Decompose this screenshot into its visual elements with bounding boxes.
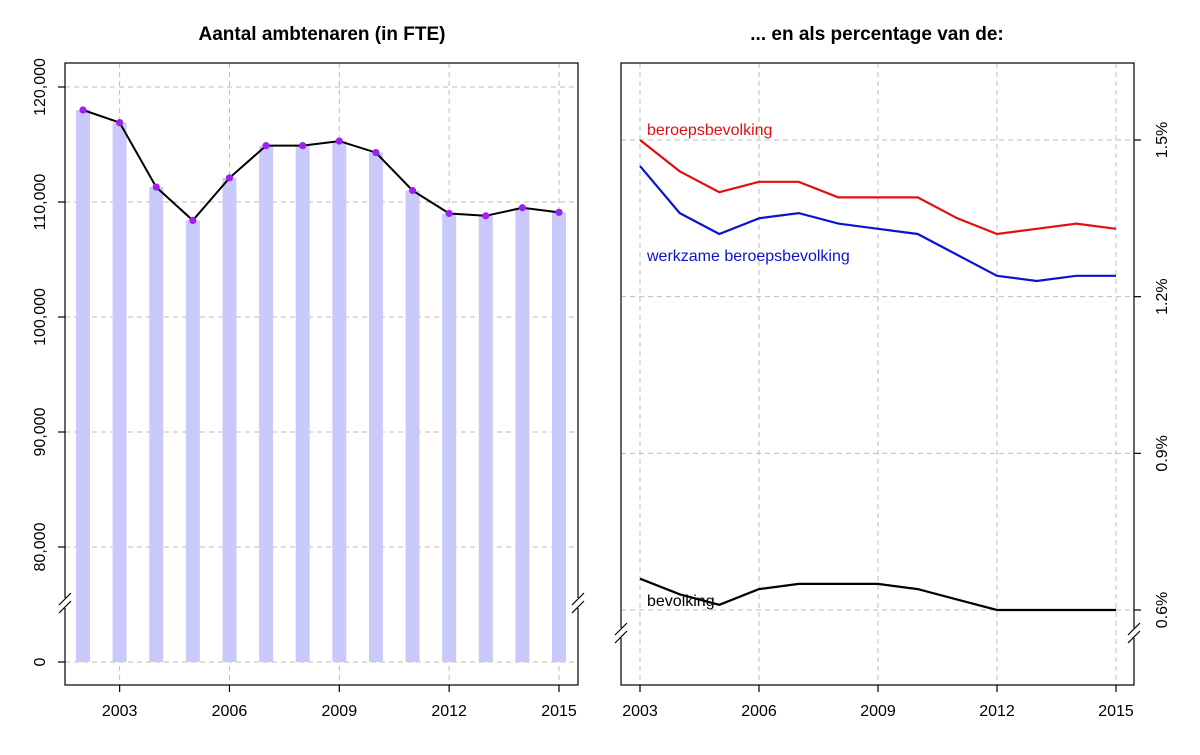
bar-2013 [478,215,493,663]
right-y-axis: 0.6% 0.9% 1.2% 1.5% [1134,122,1171,628]
series-line-beroepsbevolking [639,139,1117,236]
series-label-beroepsbevolking: beroepsbevolking [647,122,772,139]
bar-2005 [185,220,200,662]
right-x-tick-label: 2006 [741,703,777,720]
right-chart-panel: ... en als percentage van de: 2003 2006 20… [613,24,1171,720]
bar-2014 [515,207,530,662]
point-2014 [518,204,526,212]
bar-2008 [295,145,310,662]
break-slash [571,600,585,614]
left-x-tick-label: 2012 [431,703,467,720]
bar-2004 [149,187,164,663]
right-gridlines [621,63,1134,685]
left-y-tick-label: 90,000 [32,407,49,456]
point-2010 [372,148,380,157]
point-2011 [408,186,417,195]
point-2008 [299,142,307,150]
left-x-tick-label: 2009 [322,703,358,720]
right-x-tick-label: 2015 [1098,703,1134,720]
point-2015 [555,208,563,216]
left-fte-line [82,109,560,222]
point-2005 [189,216,197,224]
right-series-lines [639,139,1117,612]
left-y-tick-label: 0 [32,657,49,666]
bar-2003 [112,122,127,662]
left-plot-frame [64,62,579,686]
right-y-tick-label: 1.5% [1154,122,1171,158]
break-slash [614,622,628,636]
left-y-axis: 0 80,000 90,000 100,000 110,000 120,000 [32,58,65,666]
series-label-werkzame-beroepsbevolking: werkzame beroepsbevolking [646,248,850,265]
left-y-tick-label: 110,000 [32,174,49,231]
point-2002 [79,106,87,114]
series-line-bevolking [639,577,1116,612]
bar-2011 [405,190,420,662]
bar-2010 [368,152,383,663]
break-slash [1127,622,1141,636]
break-slash [571,592,585,606]
right-x-axis: 2003 2006 2009 2012 2015 [622,685,1134,720]
right-x-tick-label: 2012 [979,703,1015,720]
left-chart-title: Aantal ambtenaren (in FTE) [198,24,445,45]
left-break-mask [57,598,73,608]
left-x-axis: 2003 2006 2009 2012 2015 [102,685,577,720]
series-line-werkzame-beroepsbevolking [639,165,1116,283]
bar-2012 [442,213,457,662]
point-2013 [482,212,490,220]
left-bars [76,110,566,663]
break-slash [1127,630,1141,644]
point-2009 [335,137,343,145]
right-x-tick-label: 2009 [860,703,896,720]
left-axis-break-icon [57,592,586,614]
right-y-tick-label: 0.6% [1154,592,1171,628]
bar-2006 [222,177,237,662]
right-break-mask-right [1126,628,1142,638]
left-y-tick-label: 100,000 [32,288,49,346]
right-axis-break-icon [613,622,1142,644]
point-2012 [445,209,453,218]
point-2006 [225,174,234,182]
break-slash [58,592,72,606]
right-x-tick-label: 2003 [622,703,658,720]
right-y-tick-label: 1.2% [1154,278,1171,314]
bar-2002 [76,110,90,662]
left-y-tick-label: 120,000 [32,58,49,116]
right-break-mask [613,628,629,638]
bar-2009 [332,141,347,663]
point-2003 [116,119,124,127]
bar-2007 [259,145,274,662]
right-y-tick-label: 0.9% [1154,435,1171,471]
break-slash [58,600,72,614]
series-label-bevolking: bevolking [647,593,715,610]
left-y-tick-label: 80,000 [32,522,49,571]
left-x-tick-label: 2015 [541,703,577,720]
point-2004 [152,183,160,191]
point-2007 [262,142,270,150]
left-x-tick-label: 2003 [102,703,138,720]
left-points [79,106,563,224]
bar-2015 [552,212,566,662]
left-gridlines [65,63,578,685]
break-slash [614,630,628,644]
left-break-mask-right [570,598,586,608]
right-chart-title: ... en als percentage van de: [750,24,1003,45]
left-x-tick-label: 2006 [212,703,248,720]
left-chart-panel: Aantal ambtenaren (in FTE) 2003 2006 2009 2… [32,24,586,720]
